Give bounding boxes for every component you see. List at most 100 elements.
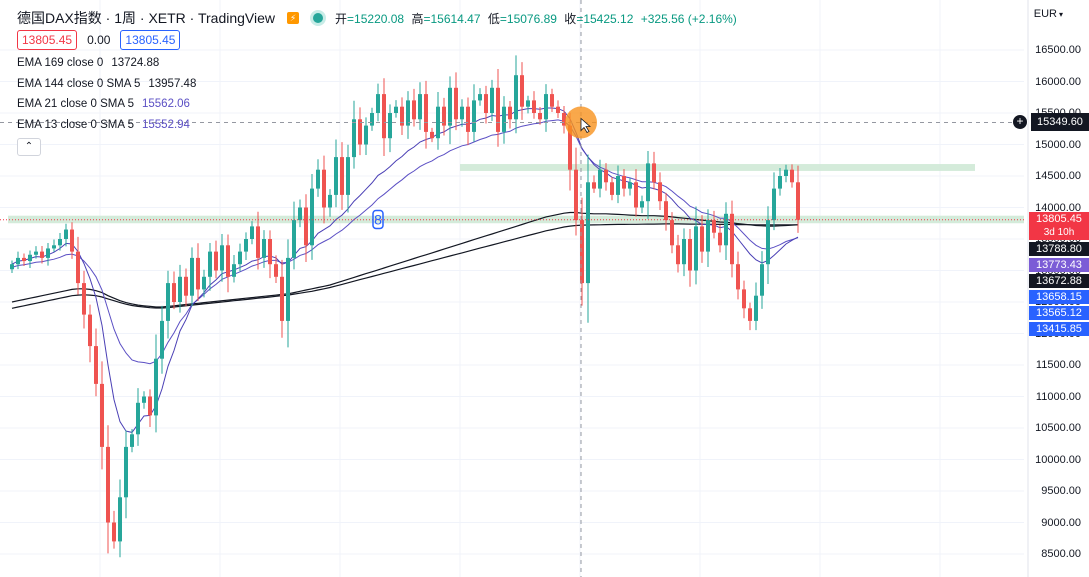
candle[interactable] [676, 234, 680, 273]
candle[interactable] [496, 68, 500, 147]
candle[interactable] [142, 391, 146, 409]
candle[interactable] [490, 79, 494, 121]
candle[interactable] [304, 194, 308, 263]
candle[interactable] [280, 259, 284, 338]
candle[interactable] [268, 230, 272, 279]
candle[interactable] [784, 164, 788, 183]
candle[interactable] [688, 228, 692, 287]
candle[interactable] [136, 388, 140, 446]
candle[interactable] [178, 264, 182, 313]
candle[interactable] [112, 510, 116, 549]
collapse-legend-button[interactable]: ⌃ [17, 138, 41, 156]
candle[interactable] [550, 88, 554, 112]
candle[interactable] [298, 199, 302, 228]
candle[interactable] [328, 189, 332, 217]
candle[interactable] [424, 80, 428, 149]
ema-144-line[interactable] [11, 211, 799, 308]
candle[interactable] [58, 233, 62, 251]
candle[interactable] [700, 215, 704, 263]
legend-ema169[interactable]: EMA 169 close 0 13724.88 [17, 57, 159, 69]
candle[interactable] [100, 361, 104, 470]
candle[interactable] [310, 174, 314, 260]
candle[interactable] [262, 230, 266, 268]
candle[interactable] [508, 100, 512, 129]
candle[interactable] [232, 254, 236, 283]
candle[interactable] [658, 172, 662, 211]
candle[interactable] [16, 251, 20, 270]
candle[interactable] [52, 239, 56, 253]
candle[interactable] [166, 270, 170, 339]
candle[interactable] [190, 247, 194, 307]
candle[interactable] [646, 151, 650, 219]
candle[interactable] [34, 246, 38, 259]
candle[interactable] [274, 255, 278, 283]
candle[interactable] [196, 243, 200, 301]
candle[interactable] [742, 280, 746, 319]
candle[interactable] [322, 155, 326, 224]
candle[interactable] [388, 104, 392, 153]
candle[interactable] [40, 245, 44, 264]
candle[interactable] [562, 105, 566, 134]
candle[interactable] [604, 163, 608, 191]
candle[interactable] [598, 159, 602, 198]
candle[interactable] [202, 269, 206, 298]
candle[interactable] [220, 234, 224, 282]
buy-price-button[interactable]: 13805.45 [120, 30, 181, 50]
candle[interactable] [94, 328, 98, 397]
candle[interactable] [394, 100, 398, 118]
candle[interactable] [82, 270, 86, 329]
candle[interactable] [472, 84, 476, 142]
candle[interactable] [184, 268, 188, 307]
candle[interactable] [502, 96, 506, 144]
candle[interactable] [796, 165, 800, 233]
candle[interactable] [580, 197, 584, 306]
candle[interactable] [664, 192, 668, 231]
candle[interactable] [28, 250, 32, 268]
candle[interactable] [754, 282, 758, 331]
candle[interactable] [10, 260, 14, 273]
candle[interactable] [670, 212, 674, 254]
currency-selector[interactable]: EUR ▾ [1034, 8, 1063, 20]
candle[interactable] [520, 62, 524, 120]
candle[interactable] [448, 76, 452, 145]
ema-21-line[interactable] [11, 119, 799, 365]
candle[interactable] [592, 175, 596, 193]
ema-13-line[interactable] [11, 107, 799, 433]
candle[interactable] [484, 85, 488, 124]
candle[interactable] [238, 243, 242, 272]
symbol-title[interactable]: 德国DAX指数 · 1周 · XETR · TradingView [17, 10, 276, 26]
candle[interactable] [334, 139, 338, 208]
candle[interactable] [556, 100, 560, 118]
candle[interactable] [652, 151, 656, 190]
candle[interactable] [88, 304, 92, 363]
candle[interactable] [316, 159, 320, 197]
candle[interactable] [544, 84, 548, 132]
candle[interactable] [736, 251, 740, 300]
candle[interactable] [628, 178, 632, 196]
candle[interactable] [208, 243, 212, 291]
candle[interactable] [514, 55, 518, 134]
candle[interactable] [160, 305, 164, 374]
candle[interactable] [538, 107, 542, 125]
candle[interactable] [226, 234, 230, 293]
candle[interactable] [526, 95, 530, 114]
candle[interactable] [400, 97, 404, 135]
candle[interactable] [118, 479, 122, 558]
candle[interactable] [772, 172, 776, 231]
candle[interactable] [706, 209, 710, 268]
candle[interactable] [148, 389, 152, 427]
candle[interactable] [454, 72, 458, 131]
candle[interactable] [418, 82, 422, 130]
candle[interactable] [610, 177, 614, 201]
candle[interactable] [478, 88, 482, 106]
candle[interactable] [718, 224, 722, 253]
candle[interactable] [760, 251, 764, 309]
candle[interactable] [640, 195, 644, 214]
candle[interactable] [106, 425, 110, 554]
candle[interactable] [790, 164, 794, 188]
candle[interactable] [352, 100, 356, 169]
candle[interactable] [46, 243, 50, 266]
candle[interactable] [76, 236, 80, 295]
candle[interactable] [70, 222, 74, 259]
candle[interactable] [442, 97, 446, 136]
